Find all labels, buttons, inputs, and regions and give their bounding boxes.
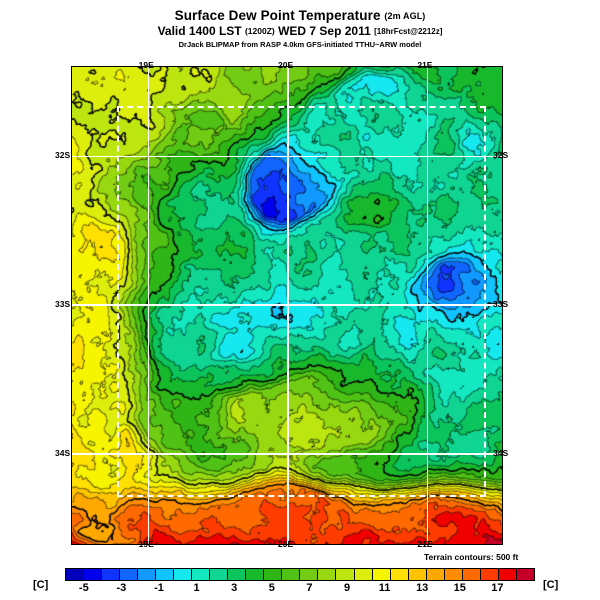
colorbar-unit-left: [C] <box>33 579 49 591</box>
page-title: Surface Dew Point Temperature (2m AGL) <box>0 8 600 24</box>
page-title-level: (2m AGL) <box>384 11 426 21</box>
colorbar-tick--5: -5 <box>78 582 89 594</box>
forecast-hour-tag: [18hrFcst@2212z] <box>374 27 443 36</box>
lat-label-right-33S: 33S <box>493 299 509 309</box>
colorbar-swatch-2 <box>102 569 121 580</box>
graticule-parallel-33S <box>72 304 502 306</box>
page-title-text: Surface Dew Point Temperature <box>174 8 381 23</box>
lat-label-left-34S: 34S <box>55 447 71 458</box>
valid-date: WED 7 Sep 2011 <box>278 24 371 38</box>
colorbar-tick-9: 9 <box>343 582 351 594</box>
valid-time-line: Valid 1400 LST (1200Z) WED 7 Sep 2011 [1… <box>0 24 600 39</box>
colorbar-swatch-23 <box>480 569 499 580</box>
colorbar-tick-5: 5 <box>268 582 275 594</box>
lon-label-bottom-21E: 21E <box>417 539 433 549</box>
lon-label-bottom-19E: 19E <box>138 539 154 549</box>
map-plot-area[interactable] <box>71 66 503 545</box>
colorbar-tick-11: 11 <box>378 582 391 594</box>
colorbar-tick-7: 7 <box>306 582 313 594</box>
colorbar-swatch-7 <box>192 569 211 580</box>
colorbar-swatch-25 <box>516 569 534 580</box>
colorbar-swatch-11 <box>264 569 283 580</box>
colorbar-tick--3: -3 <box>116 582 127 594</box>
colorbar-swatch-19 <box>408 569 427 580</box>
lon-label-top-21E: 21E <box>417 60 433 70</box>
colorbar-swatch-9 <box>228 569 247 580</box>
colorbar-swatch-24 <box>498 569 517 580</box>
colorbar-swatch-16 <box>354 569 373 580</box>
lat-label-right-32S: 32S <box>493 150 509 161</box>
colorbar-swatch-4 <box>138 569 157 580</box>
lat-label-left-32S: 32S <box>55 150 71 161</box>
lon-label-bottom-20E: 20E <box>278 539 294 549</box>
terrain-contour-note: Terrain contours: 500 ft <box>424 552 519 562</box>
colorbar-tick-13: 13 <box>416 582 429 594</box>
colorbar-tick-17: 17 <box>491 582 504 594</box>
colorbar-swatch-1 <box>84 569 103 580</box>
graticule-parallel-32S <box>72 155 502 157</box>
colorbar-swatch-12 <box>282 569 301 580</box>
colorbar-tick--1: -1 <box>154 582 164 594</box>
colorbar-area: [C] [C] -5 -3 -1 1 3 5 7 9 11 13 15 17 <box>0 566 600 600</box>
colorbar-tick-1: 1 <box>193 582 200 594</box>
colorbar-swatch-18 <box>390 569 409 580</box>
title-block: Surface Dew Point Temperature (2m AGL) V… <box>0 0 600 51</box>
colorbar-swatch-13 <box>300 569 319 580</box>
colorbar-swatch-3 <box>120 569 139 580</box>
valid-local-time: Valid 1400 LST <box>157 24 242 38</box>
colorbar[interactable] <box>65 568 535 581</box>
lat-label-left-33S: 33S <box>55 299 71 309</box>
colorbar-swatch-0 <box>66 569 85 580</box>
model-source-line: DrJack BLIPMAP from RASP 4.0km GFS-initi… <box>178 40 422 49</box>
colorbar-swatch-15 <box>336 569 355 580</box>
colorbar-swatch-17 <box>372 569 391 580</box>
colorbar-swatch-20 <box>426 569 445 580</box>
colorbar-swatch-14 <box>318 569 337 580</box>
colorbar-swatch-8 <box>210 569 229 580</box>
lon-label-top-20E: 20E <box>278 60 294 70</box>
colorbar-swatch-10 <box>246 569 265 580</box>
colorbar-swatch-5 <box>156 569 175 580</box>
graticule-parallel-34S <box>72 453 502 455</box>
lat-label-right-34S: 34S <box>493 447 509 458</box>
colorbar-swatch-6 <box>174 569 193 580</box>
lon-label-top-19E: 19E <box>138 60 154 70</box>
colorbar-swatch-21 <box>444 569 463 580</box>
colorbar-tick-15: 15 <box>453 582 466 594</box>
colorbar-swatch-22 <box>462 569 481 580</box>
colorbar-tick-3: 3 <box>231 582 238 594</box>
valid-utc-time: (1200Z) <box>244 26 275 36</box>
colorbar-unit-right: [C] <box>543 579 559 591</box>
